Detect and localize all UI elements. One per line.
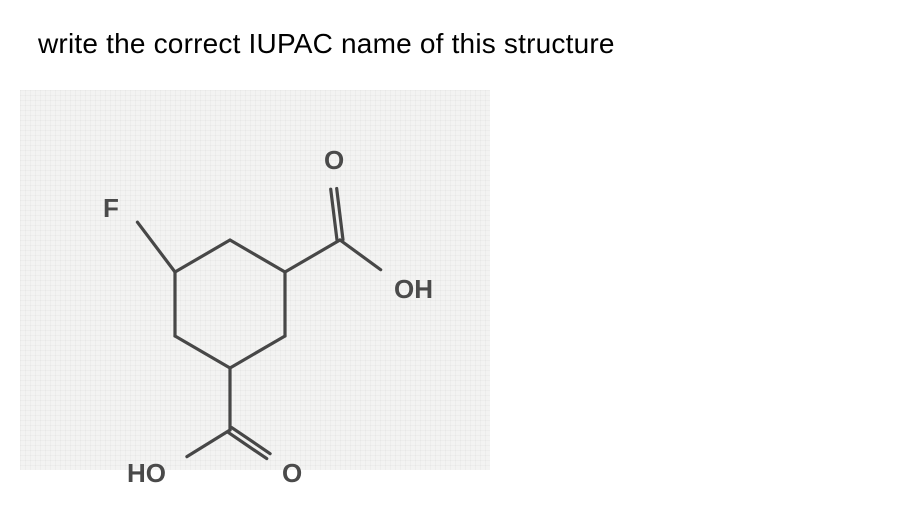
atom-label-o3: O <box>282 458 302 489</box>
bond <box>337 189 343 240</box>
bond <box>230 336 285 368</box>
structure-figure: FOOHOHO <box>20 90 490 470</box>
question-prompt: write the correct IUPAC name of this str… <box>38 28 615 60</box>
bond <box>285 240 340 272</box>
bond <box>175 336 230 368</box>
bond <box>331 189 337 240</box>
atom-label-o1: O <box>324 145 344 176</box>
bond <box>137 222 175 272</box>
bond <box>230 240 285 272</box>
bond <box>187 430 230 457</box>
bond <box>340 240 381 270</box>
atom-label-f: F <box>103 193 119 224</box>
bond <box>175 240 230 272</box>
atom-label-o2: OH <box>394 274 433 305</box>
atom-label-o4: HO <box>127 458 166 489</box>
